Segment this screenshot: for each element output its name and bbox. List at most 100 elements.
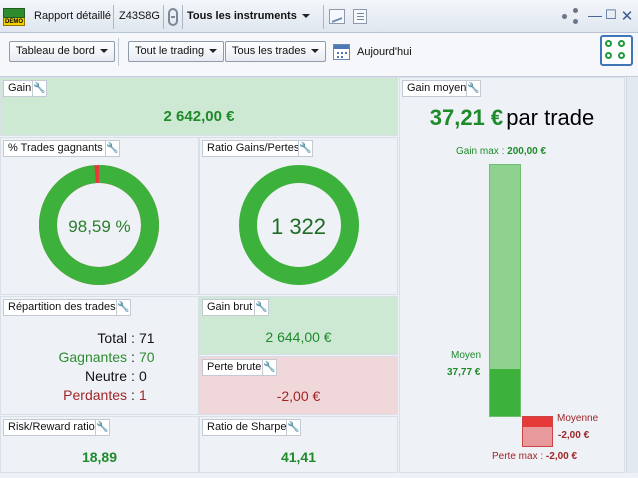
max-loss-bar — [522, 416, 553, 447]
trades-filter-dropdown[interactable]: Tous les trades — [225, 41, 326, 62]
max-loss-value: -2,00 € — [545, 451, 578, 462]
chevron-down-icon — [99, 49, 108, 54]
distribution-list: Total:71 Gagnantes:70 Neutre:0 Perdantes… — [1, 329, 198, 405]
row-label: Perdantes — [63, 387, 127, 403]
gross-gain-value: 2 644,00 € — [265, 329, 332, 345]
avg-loss-value: -2,00 € — [558, 430, 590, 441]
separator — [118, 38, 119, 66]
chart-icon[interactable] — [329, 9, 345, 24]
sharpe-title: Ratio de Sharpe — [202, 419, 292, 436]
win-rate-panel: % Trades gagnants 🔧 98,59 % — [0, 137, 199, 295]
chevron-down-icon — [209, 49, 218, 54]
max-gain-bar — [489, 164, 521, 417]
row-value: 1 — [139, 387, 147, 403]
wrench-icon[interactable]: 🔧 — [32, 80, 47, 97]
toolbar: Tableau de bord Tout le trading Tous les… — [0, 33, 638, 77]
risk-reward-panel: Risk/Reward ratio 🔧 18,89 — [0, 416, 199, 473]
donut-gain-segment — [239, 165, 359, 285]
wrench-icon[interactable]: 🔧 — [466, 80, 481, 97]
gross-loss-title: Perte brute — [202, 359, 267, 376]
avg-loss-bar — [523, 417, 552, 427]
link-icon[interactable] — [168, 8, 178, 26]
gross-gain-panel: Gain brut 🔧 2 644,00 € — [199, 296, 398, 355]
row-value: 71 — [139, 330, 155, 346]
sharpe-panel: Ratio de Sharpe 🔧 41,41 — [199, 416, 398, 473]
gain-loss-ratio-title: Ratio Gains/Pertes — [202, 140, 305, 157]
wrench-icon[interactable]: 🔧 — [254, 299, 269, 316]
trading-filter-dropdown[interactable]: Tout le trading — [128, 41, 225, 62]
row-label: Neutre — [84, 368, 127, 384]
list-item: Neutre:0 — [1, 367, 198, 386]
avg-gain-panel: Gain moyen 🔧 37,21 € par trade Gain max … — [399, 77, 625, 473]
max-gain-label: Gain max : — [456, 146, 505, 157]
max-gain-line: Gain max : 200,00 € — [456, 146, 546, 157]
gain-panel: Gain 🔧 2 642,00 € — [0, 77, 398, 136]
trades-filter-label: Tous les trades — [232, 45, 306, 57]
dashboard-dropdown[interactable]: Tableau de bord — [9, 41, 115, 62]
avg-label: Moyen — [451, 350, 482, 361]
instruments-dropdown[interactable]: Tous les instruments — [187, 10, 310, 22]
list-item: Total:71 — [1, 329, 198, 348]
account-id[interactable]: Z43S8G — [119, 10, 160, 22]
document-icon[interactable] — [353, 9, 367, 24]
list-item: Gagnantes:70 — [1, 348, 198, 367]
chevron-down-icon — [310, 49, 319, 54]
avg-gain-bar — [490, 369, 520, 416]
separator — [182, 5, 183, 29]
period-label[interactable]: Aujourd'hui — [357, 46, 412, 58]
dashboard-settings-icon[interactable] — [600, 35, 633, 66]
wrench-icon[interactable]: 🔧 — [95, 419, 110, 436]
list-item: Perdantes:1 — [1, 386, 198, 405]
title-bar: DEMO Rapport détaillé Z43S8G Tous les in… — [0, 0, 638, 33]
gross-loss-panel: Perte brute 🔧 -2,00 € — [199, 356, 398, 415]
sharpe-value: 41,41 — [280, 449, 317, 465]
report-title: Rapport détaillé — [34, 10, 112, 22]
gross-gain-title: Gain brut — [202, 299, 258, 316]
calendar-icon[interactable] — [333, 44, 350, 60]
trading-filter-label: Tout le trading — [135, 45, 205, 57]
gain-loss-ratio-value: 1 322 — [270, 214, 327, 239]
demo-icon: DEMO — [3, 8, 25, 26]
avg-gain-title: Gain moyen — [402, 80, 472, 97]
minimize-icon[interactable]: — — [588, 7, 602, 23]
avg-gain-value: 37,21 € — [429, 105, 504, 130]
avg-gain-suffix: par trade — [506, 105, 595, 130]
avg-loss-label: Moyenne — [557, 413, 599, 424]
separator — [323, 5, 324, 29]
gain-loss-ratio-panel: Ratio Gains/Pertes 🔧 1 322 — [199, 137, 398, 295]
wrench-icon[interactable]: 🔧 — [286, 419, 301, 436]
donut-win-segment — [39, 165, 159, 285]
chevron-down-icon — [301, 14, 310, 19]
wrench-icon[interactable]: 🔧 — [105, 140, 120, 157]
gross-loss-value: -2,00 € — [276, 388, 321, 404]
close-icon[interactable]: ✕ — [620, 8, 634, 25]
row-label: Total — [97, 330, 127, 346]
share-icon[interactable] — [562, 8, 580, 24]
row-value: 0 — [139, 368, 147, 384]
row-value: 70 — [139, 349, 155, 365]
separator — [113, 5, 114, 29]
max-loss-label: Perte max : — [492, 451, 544, 462]
risk-reward-value: 18,89 — [81, 449, 118, 465]
wrench-icon[interactable]: 🔧 — [262, 359, 277, 376]
instruments-label: Tous les instruments — [187, 10, 297, 22]
separator — [163, 5, 164, 29]
max-gain-value: 200,00 € — [507, 146, 547, 157]
gain-loss-donut — [239, 165, 359, 285]
max-loss-line: Perte max : -2,00 € — [492, 451, 577, 462]
distribution-panel: Répartition des trades 🔧 Total:71 Gagnan… — [0, 296, 199, 415]
risk-reward-title: Risk/Reward ratio — [3, 419, 100, 436]
win-rate-title: % Trades gagnants — [3, 140, 108, 157]
avg-value: 37,77 € — [447, 367, 481, 378]
row-label: Gagnantes — [58, 349, 128, 365]
scrollbar[interactable] — [626, 77, 638, 473]
win-rate-donut — [39, 165, 159, 285]
win-rate-value: 98,59 % — [68, 217, 131, 236]
wrench-icon[interactable]: 🔧 — [298, 140, 313, 157]
gain-value: 2 642,00 € — [163, 108, 235, 125]
distribution-title: Répartition des trades — [3, 299, 121, 316]
wrench-icon[interactable]: 🔧 — [116, 299, 131, 316]
avg-gain-headline: 37,21 € par trade — [400, 105, 624, 131]
maximize-icon[interactable]: ☐ — [605, 7, 617, 22]
dashboard-label: Tableau de bord — [16, 45, 95, 57]
